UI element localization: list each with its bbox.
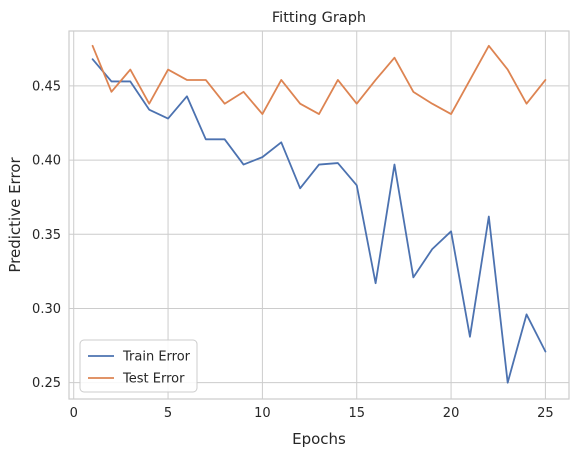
legend: Train Error Test Error [79, 339, 198, 393]
y-tick-label: 0.40 [32, 154, 61, 169]
y-tick-label: 0.35 [32, 228, 61, 243]
y-axis-label: Predictive Error [6, 157, 24, 273]
legend-box [79, 339, 198, 393]
x-axis-label: Epochs [292, 430, 346, 448]
chart-title: Fitting Graph [272, 10, 366, 26]
plot-frame [68, 30, 570, 400]
train-error-line [91, 58, 547, 384]
x-tick-label: 5 [164, 406, 172, 421]
y-tick-label: 0.45 [32, 79, 61, 94]
x-tick-label: 0 [70, 406, 78, 421]
legend-label-train-error: Train Error [122, 350, 191, 365]
y-tick-label: 0.30 [32, 302, 61, 317]
legend-label-test-error: Test Error [122, 372, 185, 387]
test-error-line [91, 44, 547, 115]
x-tick-label: 25 [537, 406, 554, 421]
x-tick-label: 15 [348, 406, 365, 421]
x-tick-label: 20 [443, 406, 460, 421]
y-tick-label: 0.25 [32, 376, 61, 391]
x-tick-label: 10 [254, 406, 271, 421]
